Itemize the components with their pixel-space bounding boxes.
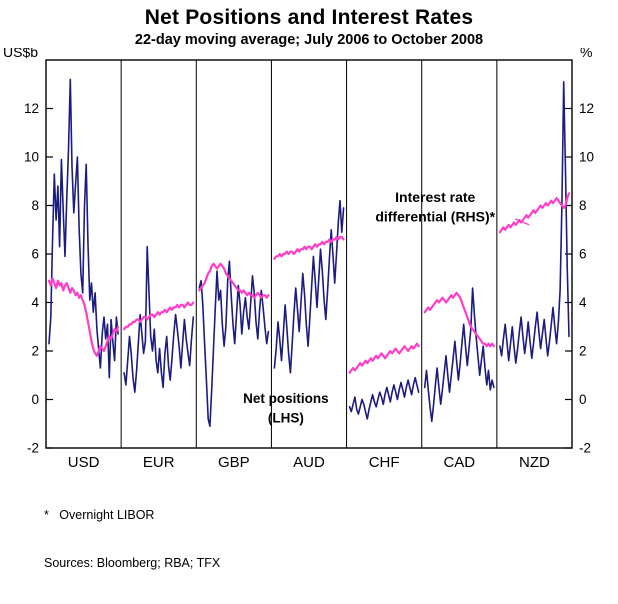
rate-differential-line-GBP: [198, 262, 270, 299]
right-tick-label: 10: [579, 150, 594, 165]
x-axis-label-CHF: CHF: [369, 454, 400, 471]
x-axis-label-NZD: NZD: [519, 454, 550, 471]
left-tick-label: 10: [24, 150, 39, 165]
left-tick-label: 4: [31, 295, 39, 310]
left-axis-unit-label: US$b: [3, 48, 38, 60]
rate-differential-line-CHF: [348, 342, 420, 374]
right-axis-unit-label: %: [580, 48, 592, 60]
net-positions-line-USD: [48, 78, 119, 379]
footnote-overnight-libor: * Overnight LIBOR: [44, 507, 155, 522]
chart-subtitle: 22-day moving average; July 2006 to Octo…: [134, 32, 484, 48]
net-positions-line-EUR: [123, 245, 195, 394]
rate-label-pointer: [514, 218, 530, 226]
right-tick-label: 12: [579, 101, 594, 116]
left-tick-label: 12: [24, 101, 39, 116]
rate-differential-line-NZD: [498, 192, 571, 234]
left-tick-label: 8: [31, 198, 39, 213]
rate-differential-line-USD: [47, 277, 120, 357]
net-positions-label-line1: Net positions: [243, 391, 329, 406]
right-tick-label: 6: [579, 247, 587, 262]
net-positions-label-line2: (LHS): [268, 411, 304, 426]
x-axis-label-CAD: CAD: [443, 454, 475, 471]
net-positions-line-CAD: [423, 287, 495, 423]
net-positions-line-AUD: [273, 199, 345, 374]
rate-differential-line-EUR: [122, 301, 195, 331]
right-tick-label: 0: [579, 392, 587, 407]
x-axis-label-AUD: AUD: [293, 454, 325, 471]
net-positions-line-CHF: [348, 376, 420, 420]
plot-area: -2 -2 0 0 2 2 4 4 6 6 8 8 10 10 12 12 US$b % USD EUR GBP AUD C…: [3, 48, 594, 471]
net-positions-line-GBP: [198, 260, 270, 428]
chart-title: Net Positions and Interest Rates: [144, 6, 474, 29]
x-axis-label-EUR: EUR: [143, 454, 175, 471]
right-tick-label: 4: [579, 295, 587, 310]
left-tick-label: 6: [31, 247, 39, 262]
left-tick-label: 2: [31, 344, 39, 359]
left-tick-label: -2: [27, 441, 39, 456]
right-tick-label: 2: [579, 344, 587, 359]
net-positions-line-NZD: [499, 80, 570, 364]
footnote-sources: Sources: Bloomberg; RBA; TFX: [44, 556, 221, 571]
rate-differential-line-AUD: [273, 235, 345, 260]
right-tick-label: 8: [579, 198, 587, 213]
chart: Net Positions and Interest Rates 22-day …: [0, 6, 618, 604]
x-axis-label-GBP: GBP: [218, 454, 250, 471]
rate-differential-line-CAD: [423, 291, 495, 348]
right-tick-label: -2: [579, 441, 591, 456]
x-axis-label-USD: USD: [68, 454, 100, 471]
rate-differential-label-line1: Interest rate: [395, 189, 475, 205]
rate-differential-label-line2: differential (RHS)*: [375, 208, 495, 224]
left-tick-label: 0: [31, 392, 39, 407]
axis-frame: [45, 59, 573, 449]
footnotes: * Overnight LIBOR Sources: Bloomberg; RB…: [44, 474, 618, 604]
